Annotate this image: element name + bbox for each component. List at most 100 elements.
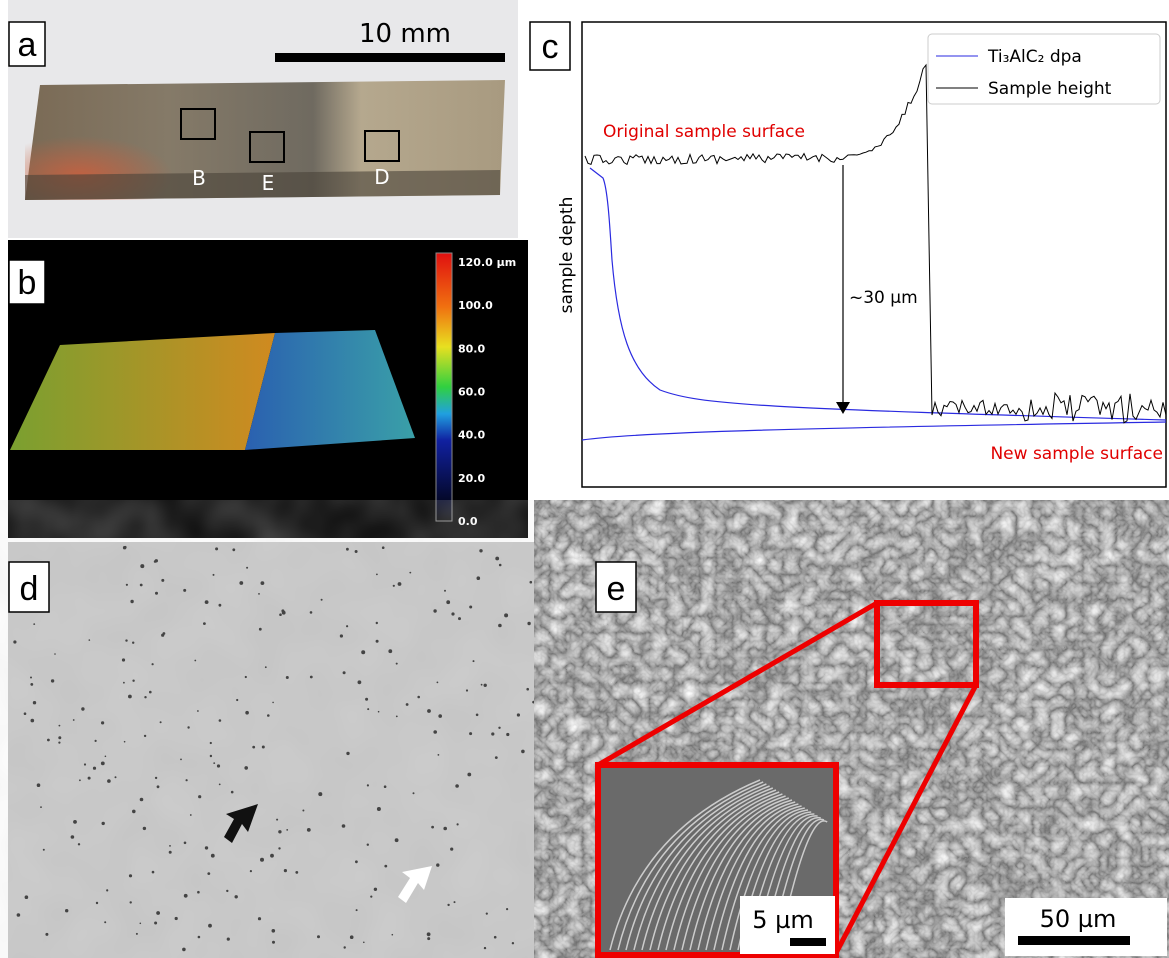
pore: [566, 835, 570, 839]
pore: [340, 634, 343, 637]
dpa-curve: [582, 422, 1166, 440]
pore: [267, 714, 270, 717]
pore: [236, 699, 238, 701]
pore: [358, 680, 362, 684]
pore: [355, 860, 358, 863]
pore: [527, 622, 530, 625]
pore: [123, 546, 126, 549]
pore: [65, 909, 68, 912]
pore: [545, 821, 548, 824]
annotation: ~30 µm: [849, 288, 918, 308]
pore: [413, 792, 415, 794]
pore: [262, 746, 265, 749]
pore: [447, 904, 449, 906]
legend-entry: Sample height: [988, 79, 1112, 99]
panel-label: e: [607, 570, 626, 608]
pore: [318, 792, 322, 796]
pore: [382, 546, 385, 549]
pore: [563, 668, 567, 672]
pore: [250, 870, 252, 872]
scale-label: 50 µm: [1040, 905, 1117, 933]
pore: [33, 623, 35, 625]
pore: [101, 762, 105, 766]
pore: [491, 732, 494, 735]
pore: [136, 933, 138, 935]
pore: [215, 547, 218, 550]
pore: [239, 581, 243, 585]
pore: [572, 712, 574, 714]
pore: [155, 592, 158, 595]
colorbar-label: 80.0: [458, 342, 485, 355]
pore: [140, 923, 142, 925]
pore: [152, 663, 154, 665]
pore: [144, 696, 146, 698]
pore: [17, 913, 21, 917]
pore: [370, 896, 372, 898]
pore: [409, 572, 411, 574]
pore: [356, 909, 358, 911]
pore: [282, 611, 286, 615]
height-curve: [585, 65, 1166, 423]
pore: [71, 835, 75, 839]
pore: [152, 871, 155, 874]
pore: [208, 924, 212, 928]
pore: [169, 845, 171, 847]
pore: [132, 810, 136, 814]
pore: [226, 890, 228, 892]
legend-entry: Ti₃AlC₂ dpa: [987, 47, 1082, 67]
pore: [205, 846, 208, 849]
pore: [89, 639, 91, 641]
colorbar-label: 0.0: [458, 515, 478, 528]
pore: [444, 590, 446, 592]
pore: [132, 642, 134, 644]
pore: [161, 579, 164, 582]
pore: [106, 889, 108, 891]
pore: [427, 937, 430, 940]
pore: [197, 891, 200, 894]
pore: [398, 582, 402, 586]
pore: [79, 779, 81, 781]
pore: [54, 653, 56, 655]
pore: [396, 716, 398, 718]
pore: [481, 684, 483, 686]
pore: [207, 872, 210, 875]
pore: [455, 784, 459, 788]
pore: [252, 746, 255, 749]
pore: [276, 819, 278, 821]
pore: [437, 682, 439, 684]
pore: [479, 549, 482, 552]
scale-label: 5 µm: [752, 906, 814, 934]
pore: [458, 617, 461, 620]
pore: [494, 936, 497, 939]
colorbar-label: 60.0: [458, 386, 485, 399]
pore: [433, 609, 436, 612]
pore: [258, 593, 260, 595]
pore: [197, 710, 199, 712]
pore: [365, 698, 368, 701]
pore: [154, 922, 157, 925]
pore: [232, 548, 235, 551]
pore: [205, 600, 209, 604]
pore: [350, 935, 354, 939]
pore: [484, 684, 487, 687]
pore: [194, 660, 196, 662]
pore: [438, 754, 440, 756]
pore: [342, 824, 346, 828]
pore: [363, 942, 365, 944]
pore: [310, 611, 313, 614]
pore: [13, 640, 16, 643]
pore: [124, 741, 126, 743]
pore: [96, 902, 98, 904]
pore: [436, 863, 439, 866]
pore: [107, 779, 111, 783]
pore: [376, 622, 378, 624]
pore: [393, 585, 395, 587]
pore: [572, 630, 575, 633]
pore: [278, 847, 280, 849]
pore: [143, 827, 146, 830]
pore: [213, 762, 215, 764]
pore: [78, 843, 80, 845]
x-axis-label: sample profile: [814, 499, 935, 519]
pore: [535, 902, 538, 905]
pore: [476, 714, 479, 717]
